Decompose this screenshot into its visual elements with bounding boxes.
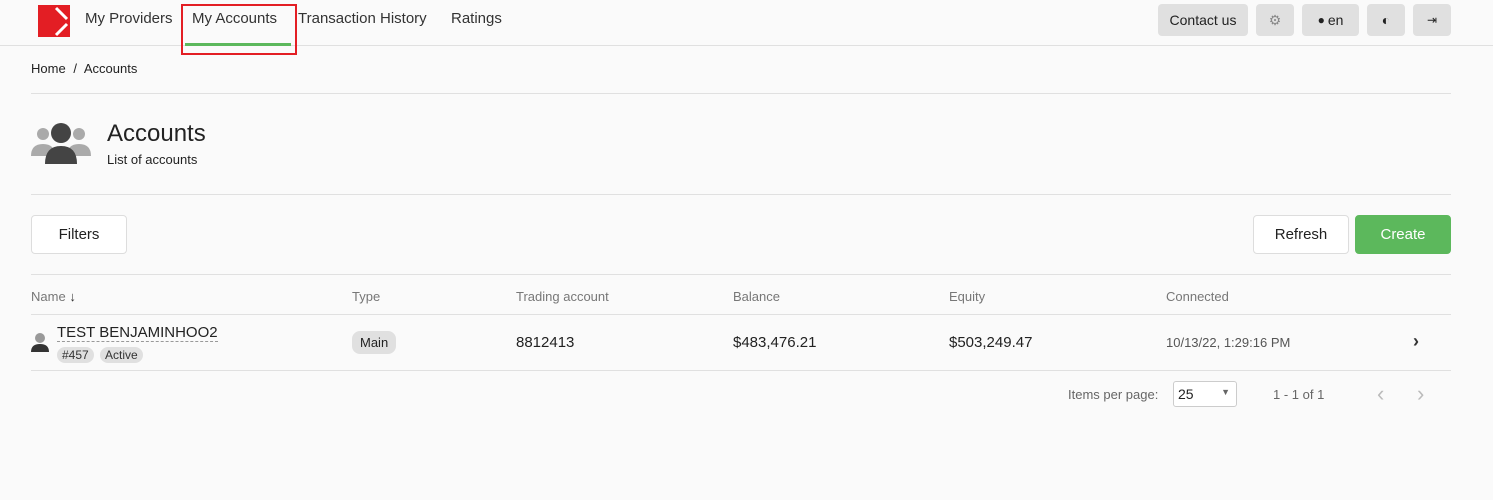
column-header-balance[interactable]: Balance [733, 289, 780, 304]
chevron-right-icon[interactable]: › [1413, 331, 1419, 351]
equity: $503,249.47 [949, 334, 1033, 351]
page-title: Accounts [107, 120, 206, 147]
page-subtitle: List of accounts [107, 152, 198, 167]
globe-icon: ● [1317, 13, 1325, 27]
status-badge: Active [100, 347, 143, 363]
logout-icon: ⇥ [1426, 13, 1438, 27]
pagination-range: 1 - 1 of 1 [1273, 387, 1325, 402]
active-tab-underline [185, 43, 291, 46]
column-header-name[interactable]: Name ↓ [31, 289, 76, 304]
connected-date: 10/13/22, 1:29:16 PM [1166, 335, 1291, 350]
nav-my-accounts[interactable]: My Accounts [192, 10, 278, 27]
divider [31, 370, 1451, 371]
top-bar [0, 0, 1493, 46]
nav-transaction-history[interactable]: Transaction History [298, 10, 427, 27]
next-page-button[interactable]: › [1417, 381, 1425, 406]
theme-toggle-button[interactable]: ◐ [1367, 4, 1405, 36]
column-header-type[interactable]: Type [352, 289, 381, 304]
nav-ratings[interactable]: Ratings [451, 10, 502, 27]
highlight-box [181, 4, 297, 55]
logo[interactable] [38, 5, 70, 37]
divider [31, 194, 1451, 195]
column-header-trading-account[interactable]: Trading account [516, 289, 609, 304]
column-header-equity[interactable]: Equity [949, 289, 986, 304]
dropdown-arrow-icon: ▼ [1221, 387, 1230, 397]
account-name[interactable]: TEST BENJAMINHOO2 [57, 324, 218, 342]
nav-my-providers[interactable]: My Providers [85, 10, 173, 27]
account-id-chip: #457 [57, 347, 94, 363]
divider [31, 93, 1451, 94]
logo-icon [54, 6, 69, 37]
type-badge: Main [352, 331, 397, 354]
items-per-page-value: 25 [1178, 386, 1194, 402]
previous-page-button[interactable]: ‹ [1377, 381, 1385, 406]
refresh-button[interactable]: Refresh [1253, 215, 1349, 254]
items-per-page-select[interactable]: 25 ▼ [1173, 381, 1237, 407]
breadcrumb-separator: / [73, 61, 77, 76]
settings-button[interactable]: ⚙ [1256, 4, 1294, 36]
column-header-connected[interactable]: Connected [1166, 289, 1229, 304]
filters-button[interactable]: Filters [31, 215, 127, 254]
logout-button[interactable]: ⇥ [1413, 4, 1451, 36]
language-label: en [1327, 12, 1344, 28]
breadcrumb: Home / Accounts [31, 61, 137, 76]
breadcrumb-current: Accounts [83, 61, 138, 76]
language-button[interactable]: ● en [1302, 4, 1359, 36]
balance: $483,476.21 [733, 334, 817, 351]
divider [31, 314, 1451, 315]
gear-icon: ⚙ [1268, 11, 1282, 28]
divider [31, 274, 1451, 275]
contrast-icon: ◐ [1381, 12, 1391, 28]
items-per-page-label: Items per page: [1068, 387, 1159, 402]
users-icon [31, 123, 91, 164]
trading-account: 8812413 [516, 334, 575, 351]
user-icon [31, 333, 49, 352]
create-button[interactable]: Create [1355, 215, 1451, 254]
contact-us-button[interactable]: Contact us [1158, 4, 1248, 36]
breadcrumb-home[interactable]: Home [31, 61, 66, 76]
sort-down-icon: ↓ [69, 289, 76, 304]
